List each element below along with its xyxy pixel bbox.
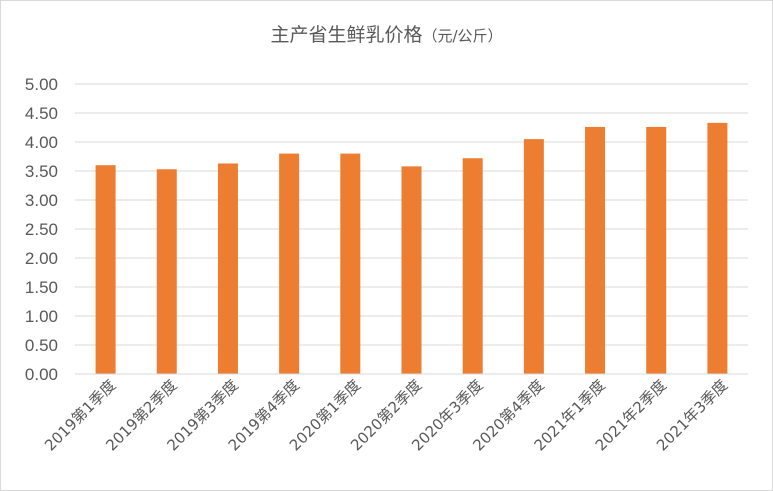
bar xyxy=(95,165,116,374)
y-tick-label: 2.50 xyxy=(25,220,58,239)
bar xyxy=(646,126,667,374)
bar xyxy=(217,163,238,374)
y-tick-label: 0.50 xyxy=(25,336,58,355)
y-tick-label: 2.00 xyxy=(25,249,58,268)
bar xyxy=(523,139,544,374)
y-tick-label: 3.50 xyxy=(25,162,58,181)
bar xyxy=(340,153,361,374)
chart-title-text: 主产省生鲜乳价格 xyxy=(270,24,423,46)
y-tick-label: 4.50 xyxy=(25,104,58,123)
chart-title: 主产省生鲜乳价格（元/公斤） xyxy=(0,20,773,47)
bar xyxy=(585,126,606,374)
y-tick-label: 1.00 xyxy=(25,307,58,326)
bar xyxy=(401,166,422,374)
bar xyxy=(707,122,728,374)
bar xyxy=(462,158,483,374)
y-tick-label: 4.00 xyxy=(25,133,58,152)
y-tick-label: 5.00 xyxy=(25,75,58,94)
bar xyxy=(156,169,177,374)
y-tick-label: 0.00 xyxy=(25,365,58,384)
chart-title-unit: （元/公斤） xyxy=(422,27,503,45)
y-tick-label: 1.50 xyxy=(25,278,58,297)
y-tick-label: 3.00 xyxy=(25,191,58,210)
bar xyxy=(279,153,300,374)
